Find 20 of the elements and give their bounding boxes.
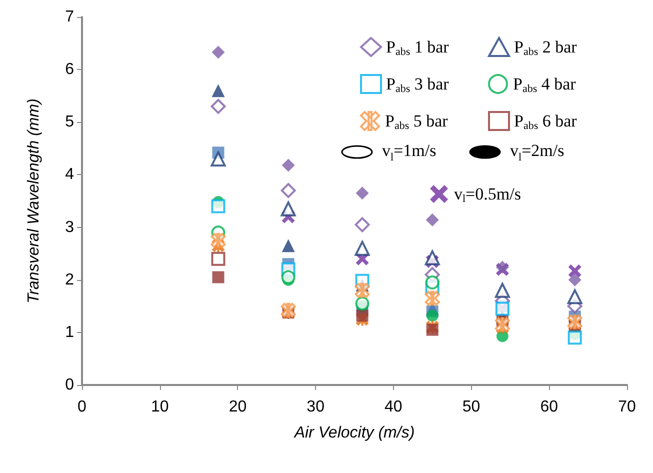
x-axis-title: Air Velocity (m/s): [293, 424, 415, 442]
x-tick-label: 20: [228, 398, 247, 416]
x-tick-label: 0: [78, 398, 87, 416]
y-tick-label: 1: [65, 324, 74, 341]
x-tick-label: 30: [306, 398, 325, 416]
x-tick-label: 70: [618, 398, 636, 416]
y-tick-label: 3: [65, 218, 74, 236]
y-axis-title: Transveral Wavelength (mm): [26, 98, 42, 304]
y-tick-label: 2: [65, 271, 74, 288]
annotation: v$_{l}$=2m/s: [510, 141, 564, 164]
x-tick-label: 40: [384, 398, 402, 416]
annotation: v$_{l}$=1m/s: [382, 141, 436, 164]
y-tick-label: 4: [65, 166, 74, 184]
x-tick-label: 60: [540, 398, 558, 416]
x-tick-label: 10: [150, 398, 169, 416]
y-tick-label: 5: [65, 114, 74, 131]
y-tick-label: 0: [65, 376, 74, 394]
y-tick-label: 6: [65, 61, 74, 78]
x-tick-label: 50: [462, 398, 480, 416]
y-tick-label: 7: [65, 8, 74, 26]
